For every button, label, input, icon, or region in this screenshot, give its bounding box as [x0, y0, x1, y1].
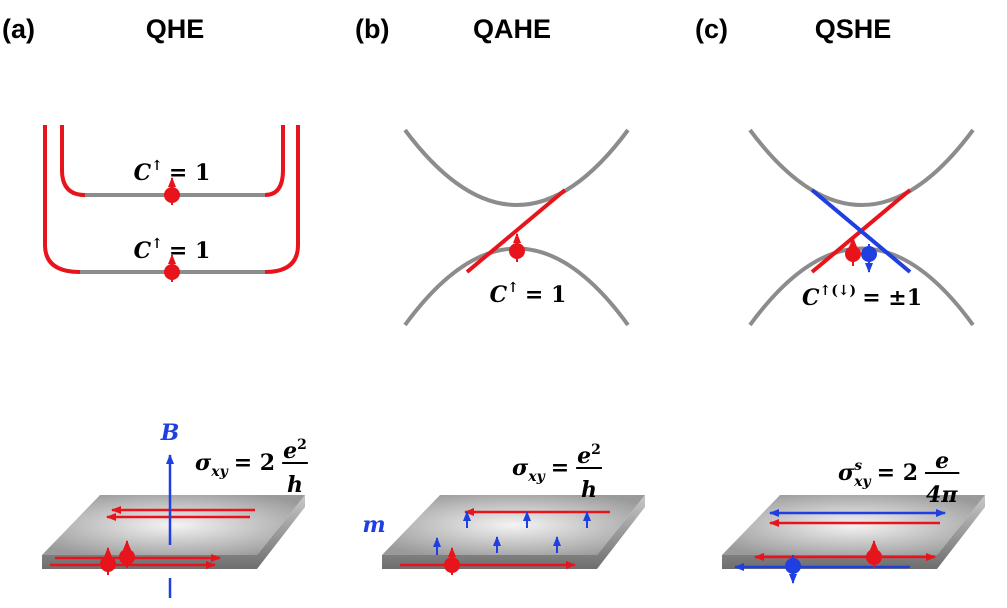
panel-label: (a): [2, 14, 35, 44]
chern-number: C↑ = 1: [134, 236, 211, 264]
chern-rhs: = ±1: [862, 285, 922, 311]
numerator-symbol: e: [283, 438, 297, 464]
plate-b: [382, 495, 645, 569]
chern-number: C↑ = 1: [490, 280, 567, 308]
chern-symbol: C: [134, 238, 152, 264]
field-label: B: [160, 420, 180, 446]
chern-sup: ↑: [151, 158, 163, 174]
sigma: σ: [195, 450, 212, 476]
denominator: h: [287, 472, 303, 498]
sigma: σ: [512, 455, 529, 481]
chern-sup: ↑: [507, 280, 519, 296]
chern-sup: ↑(↓): [819, 283, 856, 299]
sigma-sup: s: [854, 458, 862, 474]
denominator: 4π: [926, 482, 958, 508]
panel-label: (b): [355, 14, 389, 44]
field-label: m: [362, 512, 385, 538]
conductance: σxy = 2: [195, 450, 275, 480]
numerator-symbol: e: [935, 448, 949, 474]
panel-title: QHE: [146, 14, 205, 44]
rhs: = 2: [877, 460, 918, 486]
chern-number: C↑ = 1: [134, 158, 211, 186]
panel-label: (c): [695, 14, 728, 44]
panel-title: QSHE: [815, 14, 892, 44]
chern-symbol: C: [134, 160, 152, 186]
chern-symbol: C: [490, 282, 508, 308]
panel-title: QAHE: [473, 14, 551, 44]
numerator: e: [935, 448, 949, 474]
sigma: σ: [838, 460, 855, 486]
chern-rhs: = 1: [525, 282, 566, 308]
rhs: = 2: [234, 450, 275, 476]
figure: (a)QHEC↑= 1C↑= 1σxy= 2e2hB(b)QAHEC↑= 1σx…: [0, 0, 1007, 608]
numerator: e2: [577, 442, 601, 469]
denominator: h: [581, 477, 597, 503]
numerator: e2: [283, 437, 307, 464]
rhs: =: [551, 455, 569, 481]
sigma-sub: xy: [210, 464, 228, 480]
chern-sup: ↑: [151, 236, 163, 252]
chern-symbol: C: [802, 285, 820, 311]
numerator-symbol: e: [577, 443, 591, 469]
numerator-sup: 2: [591, 442, 601, 458]
chern-rhs: = 1: [169, 160, 210, 186]
sigma-sub: xy: [527, 469, 545, 485]
conductance: σxy =: [512, 455, 569, 485]
sigma-sub: xy: [853, 474, 871, 490]
numerator-sup: 2: [297, 437, 307, 453]
chern-rhs: = 1: [169, 238, 210, 264]
chern-number: C↑(↓) = ±1: [802, 283, 922, 311]
